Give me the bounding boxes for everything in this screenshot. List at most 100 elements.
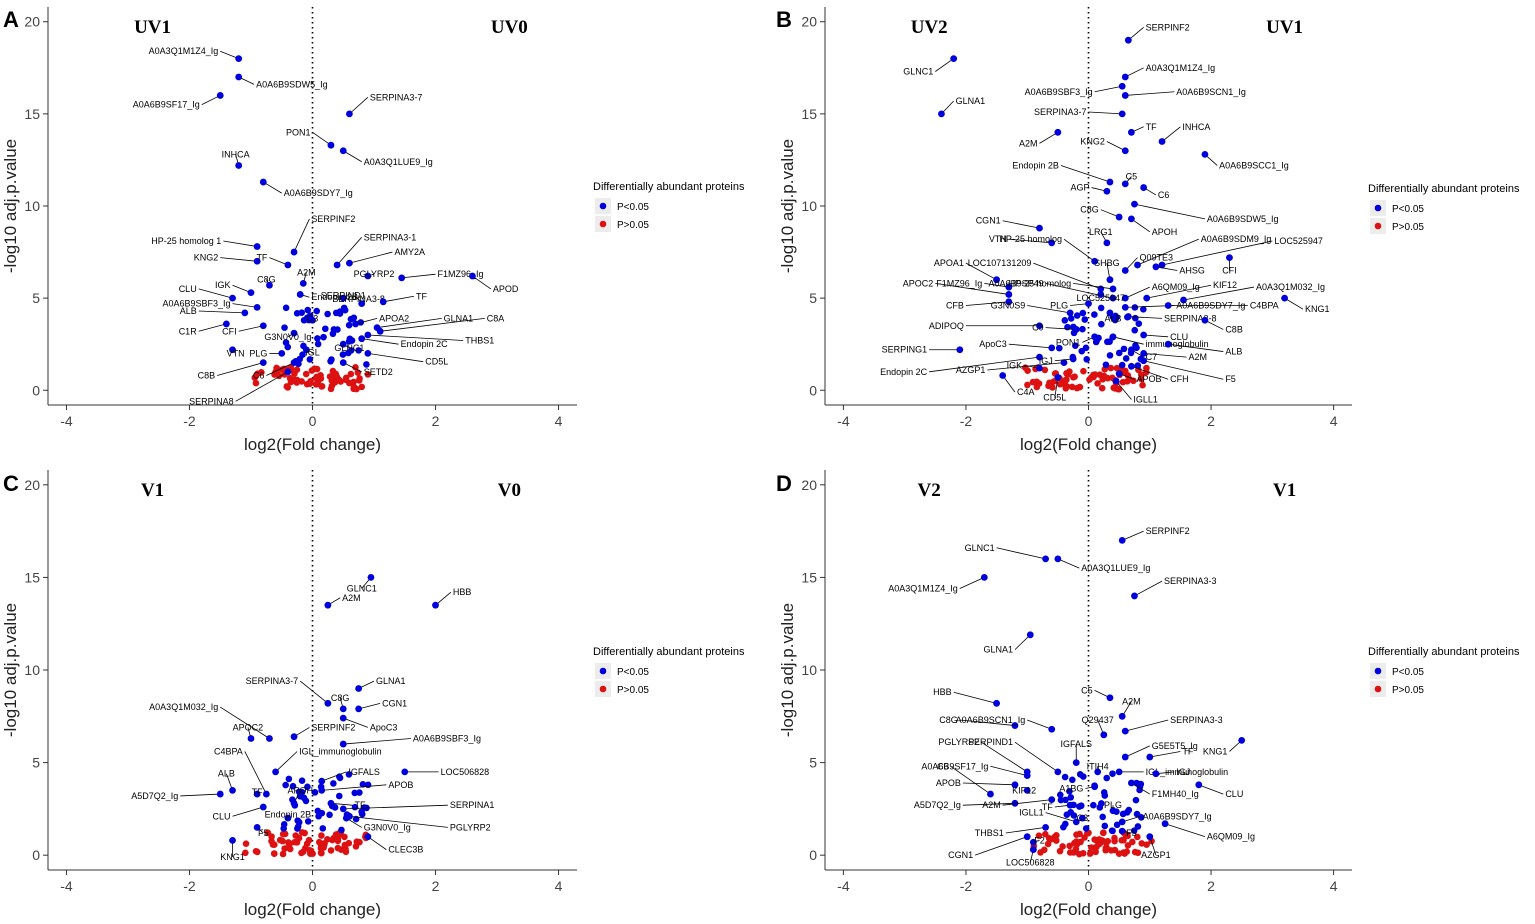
panel-b: B -4 -2 0 2 4 0 5 10 15 20 log2(Fold change) -log10 … — [776, 7, 1520, 454]
point-label: ApoC3 — [370, 722, 398, 732]
labeled-point — [1127, 346, 1135, 354]
point-label: APOB — [388, 780, 413, 790]
leader-line — [959, 577, 985, 589]
point-label: PON1 — [1056, 337, 1081, 347]
point-label: TF — [1146, 122, 1157, 132]
labeled-point — [339, 359, 347, 367]
y-tick-label: 0 — [32, 382, 40, 398]
x-tick-label: -4 — [837, 413, 850, 429]
nonsignificant-point — [281, 830, 289, 838]
labeled-point — [1097, 291, 1105, 298]
labeled-point — [290, 733, 298, 741]
point-label: A2M — [982, 800, 1001, 810]
nonsignificant-point — [333, 373, 341, 380]
panel-letter: B — [776, 7, 792, 32]
leader-line — [275, 751, 298, 773]
point-label: TF — [416, 291, 427, 301]
legend-key-dot — [599, 667, 607, 675]
point-label: APOB — [936, 778, 961, 788]
significant-point — [1113, 821, 1121, 829]
labeled-point — [1115, 768, 1123, 776]
labeled-point — [1118, 827, 1126, 835]
point-label: SERPINA3-1 — [364, 232, 417, 242]
leader-line — [1045, 812, 1077, 823]
labeled-point — [999, 372, 1007, 379]
labeled-point — [299, 279, 307, 287]
legend-item-label: P<0.05 — [1392, 204, 1424, 215]
point-label: A6QM09_Ig — [1152, 282, 1200, 292]
nonsignificant-point — [1073, 831, 1080, 838]
point-label: VTN — [227, 348, 245, 358]
nonsignificant-point — [334, 844, 342, 852]
labeled-point — [302, 346, 310, 354]
leader-line — [235, 371, 289, 402]
significant-point — [1077, 802, 1085, 810]
point-label: C8G — [939, 715, 958, 725]
significant-point — [1066, 788, 1073, 795]
labeled-point — [1201, 151, 1209, 158]
leader-line — [343, 738, 411, 745]
significant-point — [1072, 342, 1079, 350]
significant-point — [1079, 325, 1086, 333]
leader-line — [1005, 827, 1046, 834]
nonsignificant-point — [358, 383, 366, 391]
y-tick-label: 10 — [801, 198, 817, 214]
nonsignificant-point — [1137, 371, 1145, 378]
leader-line — [1161, 240, 1273, 266]
significant-point — [1122, 355, 1130, 362]
x-tick-label: 0 — [1085, 413, 1093, 429]
point-label: HBB — [933, 687, 952, 697]
labeled-point — [278, 350, 286, 357]
point-label: A0A6B9SDY7_Ig — [284, 188, 353, 198]
labeled-point — [235, 55, 243, 62]
x-axis-title: log2(Fold change) — [244, 435, 381, 454]
labeled-point — [1152, 263, 1160, 271]
point-label: G3N0S9 — [991, 301, 1026, 311]
labeled-point — [272, 768, 279, 776]
labeled-point — [339, 805, 347, 813]
labeled-point — [229, 294, 236, 302]
significant-point — [314, 807, 322, 815]
leader-line — [1125, 91, 1175, 96]
leader-line — [1063, 238, 1095, 262]
leader-line — [962, 802, 1015, 806]
labeled-point — [1005, 298, 1013, 306]
labeled-point — [1054, 768, 1062, 776]
labeled-point — [253, 824, 261, 831]
labeled-point — [247, 289, 255, 297]
significant-point — [1123, 809, 1131, 816]
y-axis-title: -log10 adj.p.value — [778, 139, 797, 273]
left-group-label: UV2 — [911, 17, 948, 38]
labeled-point — [956, 346, 964, 354]
leader-line — [1014, 634, 1031, 650]
labeled-point — [222, 320, 230, 328]
x-tick-label: 0 — [309, 413, 317, 429]
x-tick-label: 4 — [1330, 413, 1338, 429]
leader-line — [336, 237, 363, 266]
significant-point — [1132, 314, 1139, 322]
labeled-point — [290, 799, 298, 807]
point-label: TF — [256, 253, 267, 263]
point-label: A0A6B9SF17_Ig — [133, 100, 200, 110]
leader-line — [1134, 580, 1163, 597]
leader-line — [953, 691, 997, 704]
point-label: TF — [354, 800, 365, 810]
nonsignificant-point — [353, 838, 361, 846]
point-label: CLU — [1225, 789, 1243, 799]
leader-line — [1045, 327, 1077, 330]
labeled-point — [1069, 355, 1077, 363]
significant-point — [1082, 825, 1090, 832]
significant-point — [1073, 312, 1081, 319]
nonsignificant-point — [1086, 850, 1094, 857]
labeled-point — [358, 300, 366, 308]
labeled-point — [1121, 180, 1129, 188]
significant-point — [284, 343, 292, 351]
significant-point — [302, 797, 310, 805]
point-label: GLNA1 — [956, 96, 986, 106]
labeled-point — [1048, 239, 1056, 247]
point-label: APOD — [493, 284, 519, 294]
labeled-point — [216, 92, 224, 99]
labeled-point — [1005, 291, 1013, 298]
y-tick-label: 20 — [24, 477, 40, 493]
labeled-point — [364, 350, 372, 357]
